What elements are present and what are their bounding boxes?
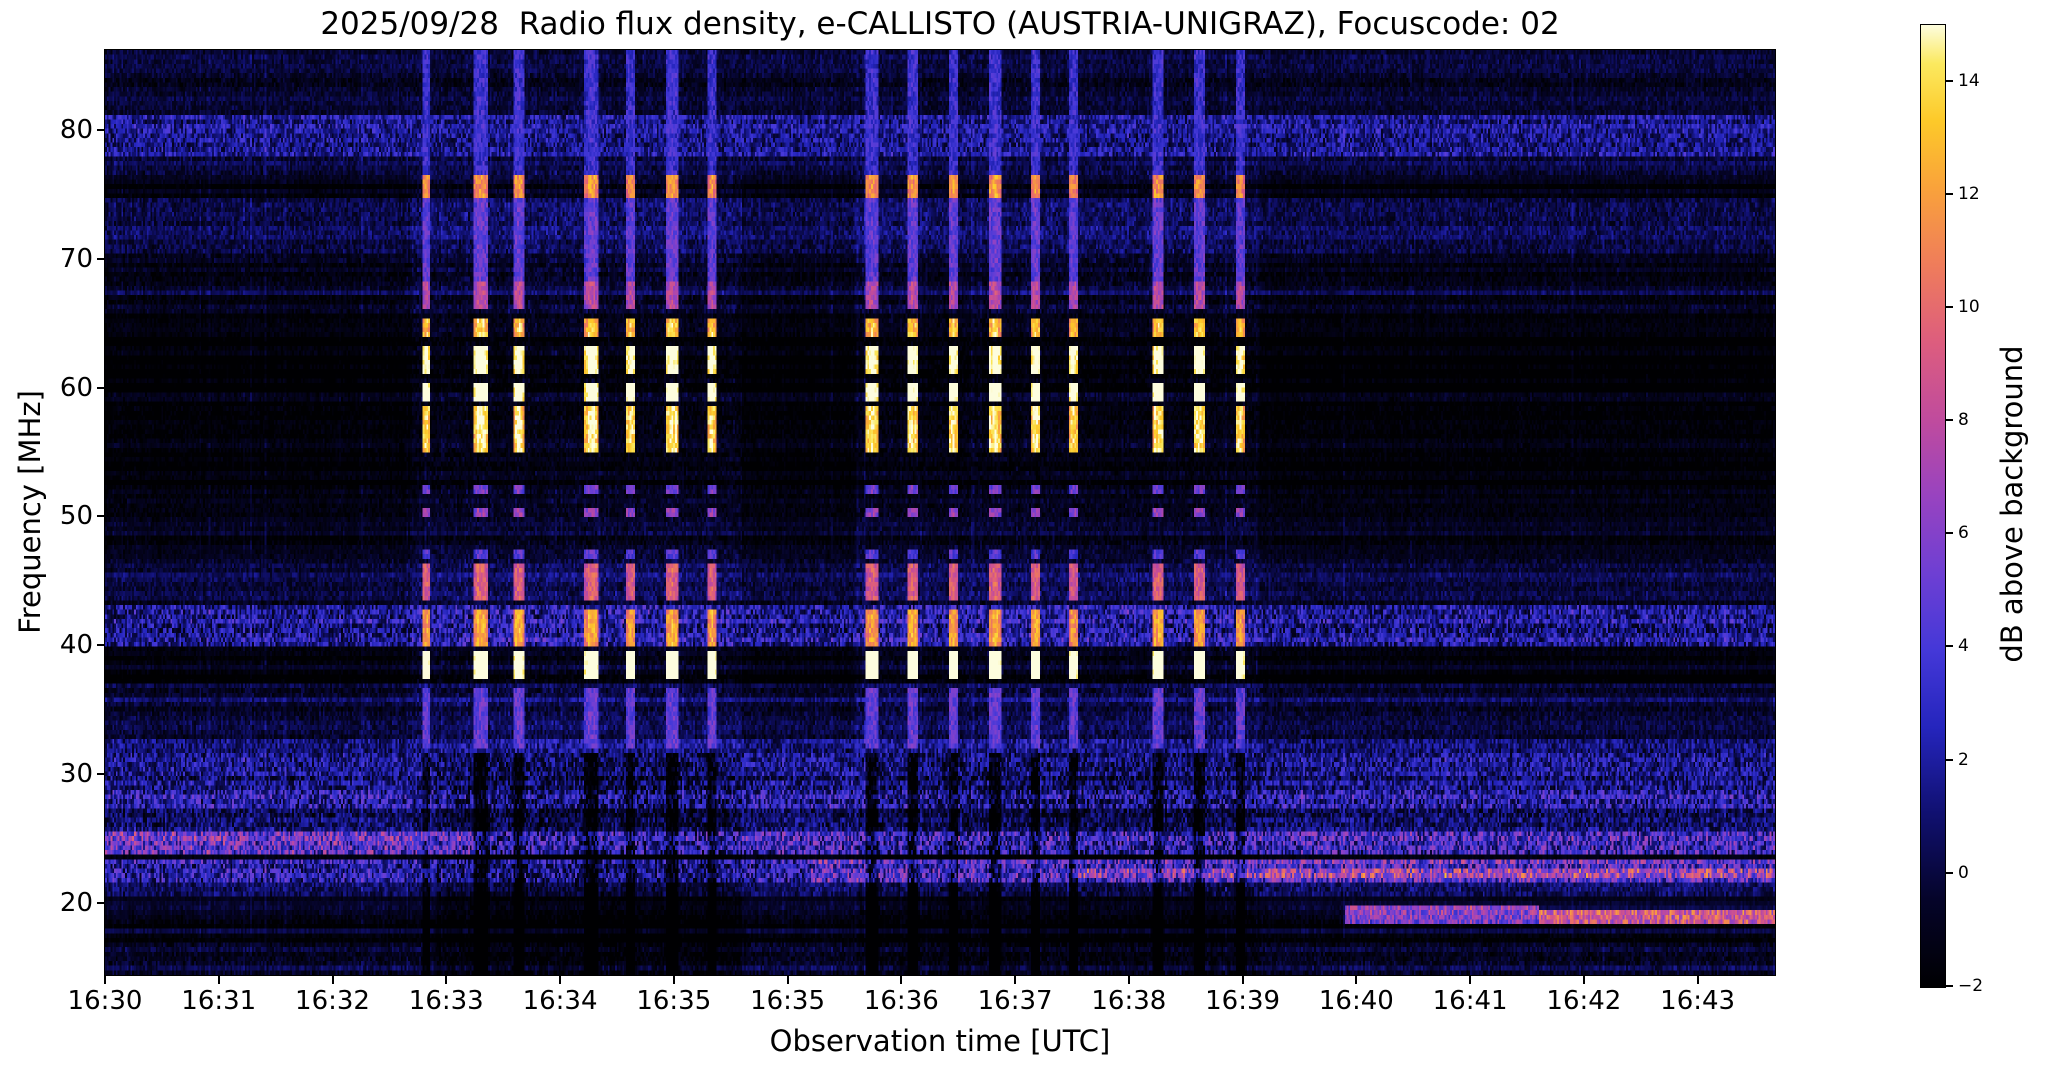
x-tick-label: 16:33 [408,986,484,1016]
x-tick-mark [1582,976,1585,984]
y-tick-label: 60 [59,372,93,403]
colorbar-tick-label: 6 [1958,523,1969,544]
colorbar-tick-mark [1946,79,1953,82]
x-tick-mark [1241,976,1244,984]
y-axis-label: Frequency [MHz] [13,390,47,634]
x-tick-mark [786,976,789,984]
y-tick-label: 40 [59,630,93,661]
x-axis-label: Observation time [UTC] [769,1024,1111,1058]
colorbar-tick-mark [1946,305,1953,308]
x-tick-mark [1014,976,1017,984]
x-tick-label: 16:43 [1660,986,1736,1016]
colorbar-tick-mark [1946,645,1953,648]
x-tick-label: 16:35 [750,986,826,1016]
colorbar-tick-label: 14 [1958,70,1980,91]
colorbar-tick-label: 8 [1958,410,1969,431]
colorbar-tick-label: −2 [1958,976,1984,996]
x-tick-mark [1127,976,1130,984]
x-tick-label: 16:32 [295,986,370,1016]
x-tick-mark [331,976,334,984]
y-tick-label: 50 [59,501,93,532]
colorbar-label: dB above background [1995,345,2029,663]
y-tick-mark [97,128,105,131]
y-tick-label: 70 [59,243,93,274]
colorbar-tick-mark [1946,532,1953,535]
x-tick-label: 16:34 [522,986,598,1016]
colorbar-tick-label: 2 [1958,749,1969,770]
colorbar-tick-mark [1946,419,1953,422]
chart-title: 2025/09/28 Radio flux density, e-CALLIST… [320,6,1560,42]
y-tick-label: 30 [59,759,93,790]
y-tick-mark [97,515,105,518]
x-tick-mark [1696,976,1699,984]
spectrogram-canvas [104,49,1776,976]
x-tick-label: 16:37 [977,986,1053,1016]
y-tick-label: 20 [59,887,93,918]
colorbar-tick-mark [1946,871,1953,874]
x-tick-label: 16:41 [1432,986,1508,1016]
y-tick-mark [97,773,105,776]
x-tick-label: 16:30 [67,986,143,1016]
colorbar-tick-label: 10 [1958,296,1980,317]
colorbar-tick-mark [1946,985,1953,987]
x-tick-mark [217,976,220,984]
x-tick-mark [1355,976,1358,984]
y-tick-mark [97,257,105,260]
x-tick-label: 16:38 [1091,986,1167,1016]
x-tick-mark [1469,976,1472,984]
x-tick-label: 16:42 [1546,986,1622,1016]
colorbar-tick-mark [1946,192,1953,195]
x-tick-mark [445,976,448,984]
colorbar-tick-mark [1946,758,1953,761]
y-tick-label: 80 [59,114,93,145]
y-tick-mark [97,386,105,389]
x-tick-mark [900,976,903,984]
colorbar-tick-label: 12 [1958,183,1980,204]
colorbar-tick-label: 4 [1958,636,1969,657]
x-tick-mark [559,976,562,984]
x-tick-label: 16:36 [863,986,939,1016]
x-tick-mark [104,976,106,984]
x-tick-mark [672,976,675,984]
colorbar [1920,24,1946,988]
colorbar-tick-label: 0 [1958,862,1969,883]
x-tick-label: 16:35 [636,986,712,1016]
x-tick-label: 16:31 [181,986,257,1016]
y-tick-mark [97,901,105,904]
x-tick-label: 16:40 [1318,986,1394,1016]
y-tick-mark [97,644,105,647]
x-tick-label: 16:39 [1205,986,1281,1016]
